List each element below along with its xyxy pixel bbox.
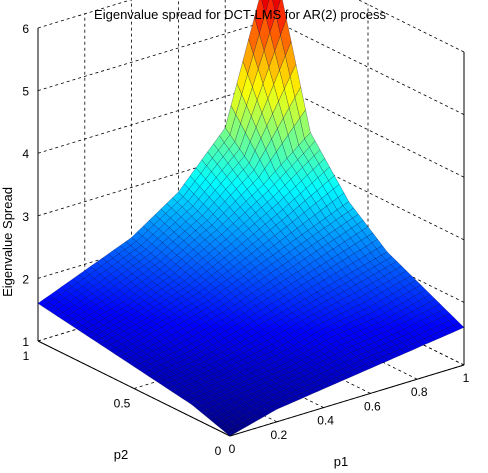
x-axis-label: p1 — [334, 454, 348, 469]
z-tick-label: 2 — [22, 272, 29, 286]
y-tick-label: 0 — [215, 444, 222, 458]
surface-mesh — [37, 0, 465, 437]
z-tick-label: 3 — [22, 210, 29, 224]
z-gridline-back-wall — [37, 81, 273, 154]
x-tick-label: 0.6 — [364, 399, 381, 413]
z-tick-label: 6 — [22, 22, 29, 36]
y-tick-label: 0.5 — [114, 397, 131, 411]
z-tick-label: 4 — [22, 147, 29, 161]
x-tick-label: 0 — [229, 442, 236, 456]
surface-patch — [224, 428, 237, 437]
chart-title: Eigenvalue spread for DCT-LMS for AR(2) … — [94, 7, 386, 22]
z-gridline-back-wall — [37, 144, 273, 217]
y-axis-line — [37, 340, 231, 437]
y-axis-label: p2 — [114, 447, 128, 462]
x-tick-label: 1 — [463, 371, 470, 385]
z-axis-label: Eigenvalue Spread — [0, 187, 15, 297]
z-tick-label: 5 — [22, 85, 29, 99]
x-tick-label: 0.4 — [317, 414, 334, 428]
x-tick-label: 0.2 — [270, 428, 287, 442]
z-tick-label: 1 — [22, 335, 29, 349]
tick-labels: 1 2 3 4 5 6 0 0.2 0.4 0.6 0.8 1 0 0.5 1 — [22, 22, 469, 458]
y-tick-label: 1 — [23, 349, 30, 363]
x-axis-line — [229, 364, 465, 437]
x-tick-label: 0.8 — [411, 385, 428, 399]
z-gridline-back-wall — [37, 19, 273, 91]
